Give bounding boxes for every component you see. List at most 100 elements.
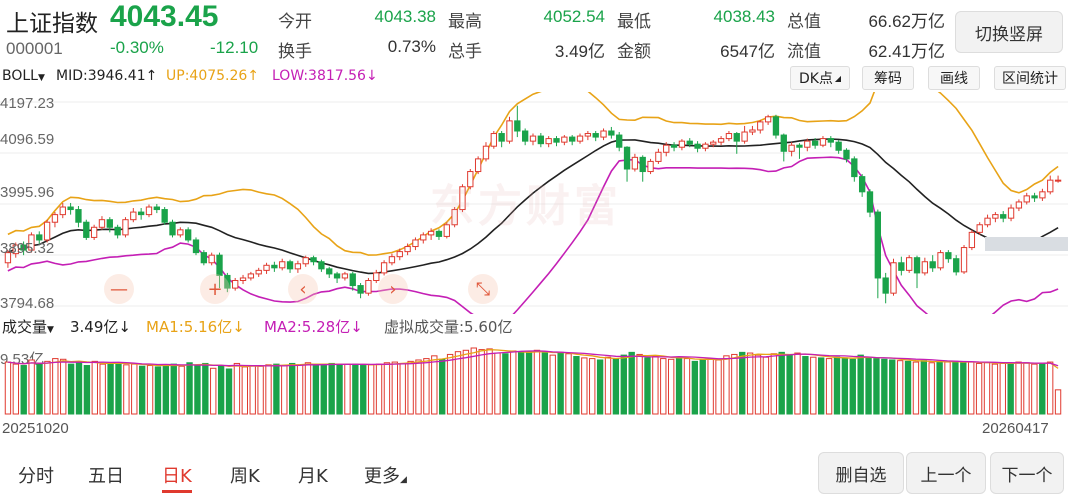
tab-weekly-k[interactable]: 周K xyxy=(230,466,260,487)
volume-bar xyxy=(336,364,343,415)
stat-label: 流值 xyxy=(787,42,821,62)
volume-bar xyxy=(628,351,635,415)
scroll-right-icon[interactable]: › xyxy=(378,274,408,304)
volume-bar xyxy=(186,362,193,415)
candle xyxy=(145,206,153,216)
volume-bar xyxy=(210,367,217,415)
candle xyxy=(545,138,552,145)
candle xyxy=(866,191,874,213)
candle xyxy=(208,254,215,264)
volume-bar xyxy=(115,362,122,415)
volume-bar xyxy=(770,353,777,415)
candle xyxy=(694,143,701,149)
candle xyxy=(968,231,976,249)
zoom-out-icon[interactable]: — xyxy=(104,274,134,304)
volume-bar xyxy=(44,360,51,415)
kline-chart[interactable] xyxy=(0,92,1068,314)
range-stats-button[interactable]: 区间统计 xyxy=(994,66,1066,90)
candle xyxy=(122,219,129,236)
volume-label: 成交量 xyxy=(2,318,48,336)
chips-button[interactable]: 筹码 xyxy=(862,66,914,90)
candle xyxy=(474,158,482,173)
volume-bar xyxy=(304,362,312,415)
candle xyxy=(953,258,960,273)
remove-favorite-button[interactable]: 删自选 xyxy=(818,452,904,494)
volume-bar xyxy=(320,365,327,415)
stat-value: 66.62万亿 xyxy=(868,12,945,31)
candle xyxy=(380,262,388,274)
volume-bar xyxy=(36,364,43,415)
index-price: 4043.45 xyxy=(110,0,219,33)
candle xyxy=(490,133,497,147)
price-axis-label: 3995.96 xyxy=(0,184,55,201)
period-tabs: 分时 五日 日K 周K 月K 更多◢ xyxy=(0,450,1068,500)
volume-bar xyxy=(407,360,414,415)
candle xyxy=(623,146,631,170)
volume-bar xyxy=(565,353,572,415)
candle xyxy=(592,133,599,138)
volume-bar xyxy=(265,364,272,415)
dk-point-button[interactable]: DK点 ◢ xyxy=(790,66,850,90)
candle xyxy=(561,136,568,143)
volume-bar xyxy=(525,351,533,415)
candle xyxy=(960,247,968,273)
tab-daily-k[interactable]: 日K xyxy=(162,466,192,487)
stat-label: 最高 xyxy=(448,12,482,32)
price-axis-label: 3794.68 xyxy=(0,295,55,312)
volume-bar xyxy=(636,353,643,415)
volume-bar xyxy=(699,359,706,415)
volume-chart[interactable] xyxy=(0,340,1068,416)
switch-portrait-button[interactable]: 切换竖屏 xyxy=(955,11,1063,53)
stat-label: 总值 xyxy=(787,12,821,32)
volume-bar xyxy=(233,362,241,415)
volume-bar xyxy=(746,352,754,415)
candle xyxy=(185,229,192,241)
zoom-in-icon[interactable]: + xyxy=(200,274,230,304)
volume-bar xyxy=(1007,362,1014,415)
candle xyxy=(318,261,325,270)
candle xyxy=(608,130,615,136)
volume-bar xyxy=(975,362,983,415)
volume-value: 3.49亿↓ xyxy=(70,318,131,336)
collapse-icon[interactable]: ⤡ xyxy=(468,274,498,304)
candle xyxy=(443,224,450,237)
volume-bar xyxy=(75,361,83,415)
candle xyxy=(59,206,66,216)
volume-bar xyxy=(486,348,493,415)
volume-bar xyxy=(960,362,967,415)
candle xyxy=(702,143,709,149)
next-button[interactable]: 下一个 xyxy=(990,452,1064,494)
volume-bar xyxy=(596,359,604,415)
corner-arrow-icon: ◢ xyxy=(400,475,407,485)
candle xyxy=(780,134,787,152)
candle xyxy=(333,273,341,279)
candle xyxy=(529,135,537,142)
volume-bar xyxy=(928,362,935,415)
volume-bar xyxy=(841,357,849,415)
candle xyxy=(733,133,740,142)
volume-bar xyxy=(912,361,920,415)
tab-monthly-k[interactable]: 月K xyxy=(298,466,328,487)
volume-selector[interactable]: 成交量▼ xyxy=(2,316,54,337)
previous-button[interactable]: 上一个 xyxy=(906,452,986,494)
stat-label: 换手 xyxy=(278,42,312,62)
tab-five-day[interactable]: 五日 xyxy=(88,466,124,487)
candle xyxy=(882,277,889,294)
candle xyxy=(169,221,176,236)
volume-bar xyxy=(107,362,114,415)
volume-bar xyxy=(99,363,106,415)
volume-ma2-line xyxy=(7,350,1059,367)
volume-bar xyxy=(67,363,75,415)
volume-bar xyxy=(20,365,27,415)
scroll-left-icon[interactable]: ‹ xyxy=(288,274,318,304)
boll-selector[interactable]: BOLL▼ xyxy=(2,68,45,84)
volume-bar xyxy=(904,360,912,415)
volume-bar xyxy=(225,368,233,415)
tab-more[interactable]: 更多◢ xyxy=(364,462,407,488)
candle xyxy=(294,263,302,270)
draw-line-button[interactable]: 画线 xyxy=(928,66,980,90)
volume-bar xyxy=(754,354,762,415)
volume-bar xyxy=(952,360,959,415)
tab-intraday[interactable]: 分时 xyxy=(18,466,54,487)
candle xyxy=(365,279,372,294)
